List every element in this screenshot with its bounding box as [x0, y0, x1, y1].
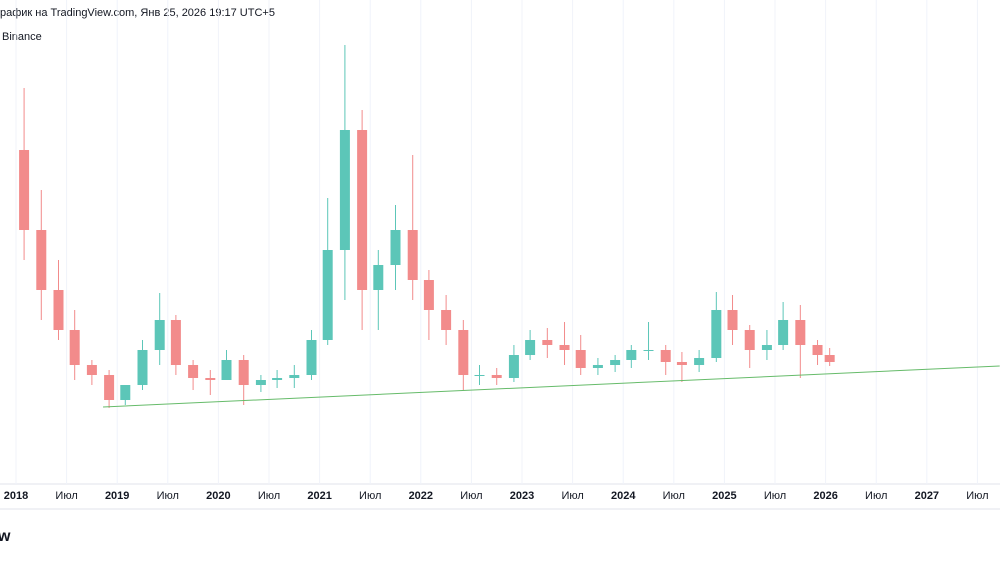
candle-body: [559, 345, 570, 350]
x-tick-label: Июл: [865, 490, 887, 502]
x-tick-label: Июл: [359, 490, 381, 502]
candle-body: [812, 345, 823, 355]
x-tick-label: 2026: [813, 490, 837, 502]
candle-body: [120, 385, 131, 400]
x-tick-label: 2025: [712, 490, 736, 502]
candle-body: [188, 365, 199, 378]
candle-body: [104, 375, 115, 400]
candle-body: [86, 365, 97, 375]
candle-body: [69, 330, 80, 365]
candle-body: [727, 310, 738, 330]
candle-body: [154, 320, 165, 350]
candle-body: [289, 375, 300, 378]
candle-body: [508, 355, 519, 378]
candle-body: [626, 350, 637, 360]
candle-body: [19, 150, 30, 230]
x-tick-label: 2020: [206, 490, 230, 502]
candle-body: [306, 340, 317, 375]
x-tick-label: Июл: [157, 490, 179, 502]
candle-body: [322, 250, 333, 340]
x-tick-label: 2019: [105, 490, 129, 502]
candle-body: [339, 130, 350, 250]
candle-body: [407, 230, 418, 280]
x-tick-label: 2022: [409, 490, 433, 502]
x-tick-label: 2027: [915, 490, 939, 502]
candle-body: [272, 378, 283, 380]
candle-body: [441, 310, 452, 330]
candle-body: [491, 375, 502, 378]
candle-body: [592, 365, 603, 368]
x-tick-label: 2021: [307, 490, 331, 502]
x-tick-label: 2023: [510, 490, 534, 502]
candle-body: [255, 380, 266, 385]
x-tick-label: 2024: [611, 490, 636, 502]
chart-title: рафик на TradingView.com, Янв 25, 2026 1…: [0, 7, 275, 19]
candle-body: [778, 320, 789, 345]
candle-body: [53, 290, 64, 330]
x-tick-label: Июл: [663, 490, 685, 502]
x-tick-label: Июл: [460, 490, 482, 502]
candle-body: [542, 340, 553, 345]
candle-body: [711, 310, 722, 358]
candle-body: [390, 230, 401, 265]
candle-body: [660, 350, 671, 362]
candle-body: [643, 350, 654, 351]
x-tick-label: Июл: [764, 490, 786, 502]
source-label: Binance: [2, 31, 42, 43]
candle-body: [357, 130, 368, 290]
candle-body: [795, 320, 806, 345]
candle-body: [525, 340, 536, 355]
candle-body: [575, 350, 586, 368]
candle-body: [238, 360, 249, 385]
x-tick-label: Июл: [258, 490, 280, 502]
candle-body: [824, 355, 835, 362]
candle-body: [610, 360, 621, 365]
logo: w: [0, 528, 11, 545]
candle-body: [458, 330, 469, 375]
candle-body: [205, 378, 216, 380]
candle-body: [36, 230, 47, 290]
x-tick-label: Июл: [966, 490, 988, 502]
x-tick-label: 2018: [4, 490, 28, 502]
x-tick-label: Июл: [55, 490, 77, 502]
candle-body: [373, 265, 384, 290]
candle-body: [137, 350, 148, 385]
candle-body: [423, 280, 434, 310]
x-tick-label: Июл: [561, 490, 583, 502]
candle-body: [170, 320, 181, 365]
candle-body: [474, 375, 485, 376]
candle-body: [694, 358, 705, 365]
candle-body: [744, 330, 755, 350]
trend-line: [103, 365, 1000, 408]
candle-body: [761, 345, 772, 350]
candle-body: [676, 362, 687, 365]
candle-body: [221, 360, 232, 380]
